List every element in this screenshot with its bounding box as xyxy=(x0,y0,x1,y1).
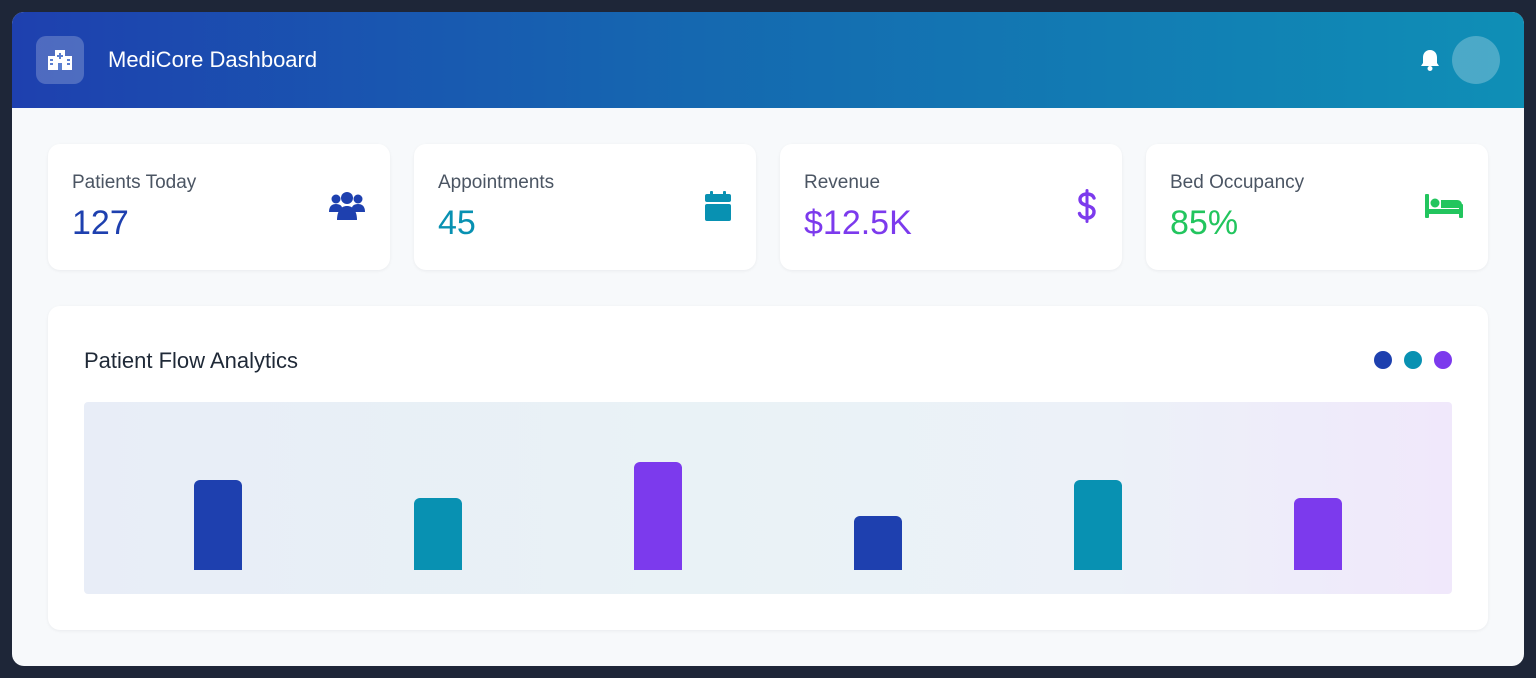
legend-dot[interactable] xyxy=(1374,351,1392,369)
top-header: MediCore Dashboard xyxy=(12,12,1524,108)
stat-value: 45 xyxy=(438,204,476,242)
chart-bar[interactable] xyxy=(1294,498,1342,570)
panel-title: Patient Flow Analytics xyxy=(84,348,298,373)
app-window: MediCore Dashboard Patients Today 127 Ap… xyxy=(12,12,1524,666)
bell-icon[interactable] xyxy=(1418,48,1442,72)
stat-value: 127 xyxy=(72,204,129,242)
users-icon xyxy=(326,190,366,222)
legend-dot[interactable] xyxy=(1404,351,1422,369)
chart-bar[interactable] xyxy=(854,516,902,570)
stat-card-bed-occupancy[interactable]: Bed Occupancy 85% xyxy=(1146,144,1488,270)
chart-bar[interactable] xyxy=(634,462,682,570)
patient-flow-panel: Patient Flow Analytics xyxy=(48,306,1488,630)
avatar[interactable] xyxy=(1452,36,1500,84)
legend-dot[interactable] xyxy=(1434,351,1452,369)
stat-value: $12.5K xyxy=(804,204,912,242)
stat-label: Appointments xyxy=(438,172,555,193)
dollar-icon xyxy=(1058,189,1098,223)
calendar-icon xyxy=(692,190,732,222)
stat-card-appointments[interactable]: Appointments 45 xyxy=(414,144,756,270)
bar-chart xyxy=(84,402,1452,594)
chart-bar[interactable] xyxy=(414,498,462,570)
stat-card-revenue[interactable]: Revenue $12.5K xyxy=(780,144,1122,270)
app-title: MediCore Dashboard xyxy=(108,47,318,72)
stat-label: Revenue xyxy=(804,172,881,193)
chart-bar[interactable] xyxy=(1074,480,1122,570)
hospital-icon[interactable] xyxy=(36,36,84,84)
stat-label: Bed Occupancy xyxy=(1170,172,1305,193)
stat-label: Patients Today xyxy=(72,172,197,193)
stat-card-patients[interactable]: Patients Today 127 xyxy=(48,144,390,270)
chart-bar[interactable] xyxy=(194,480,242,570)
stat-value: 85% xyxy=(1170,204,1239,242)
bed-icon xyxy=(1424,190,1464,222)
